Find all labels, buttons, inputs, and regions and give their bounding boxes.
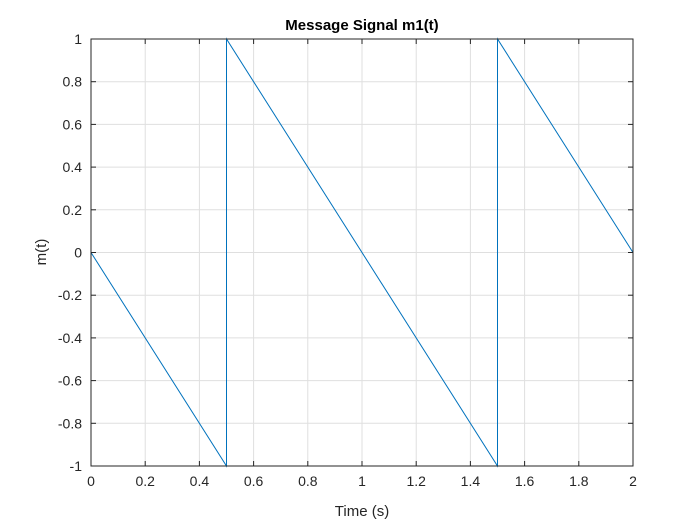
x-tick-label: 1.6	[515, 473, 535, 489]
y-tick-label: 0.6	[63, 116, 83, 132]
x-tick-label: 0.6	[244, 473, 264, 489]
y-tick-label: -0.4	[58, 330, 82, 346]
x-tick-label: 1.2	[406, 473, 426, 489]
x-tick-label: 0	[87, 473, 95, 489]
x-tick-label: 2	[629, 473, 637, 489]
x-tick-label: 0.4	[190, 473, 210, 489]
y-tick-label: -1	[70, 458, 83, 474]
y-tick-label: -0.6	[58, 373, 82, 389]
y-tick-label: 1	[74, 31, 82, 47]
series-layer	[90, 37, 634, 468]
x-axis-label: Time (s)	[335, 503, 389, 520]
x-tick-label: 1	[358, 473, 366, 489]
x-tick-labels: 0 0.2 0.4 0.6 0.8 1 1.2 1.4 1.6 1.8 2	[87, 473, 637, 489]
y-tick-label: -0.2	[58, 287, 82, 303]
y-tick-label: 0.4	[63, 159, 83, 175]
x-tick-label: 1.8	[569, 473, 589, 489]
chart-title: Message Signal m1(t)	[285, 17, 438, 34]
x-tick-label: 0.8	[298, 473, 318, 489]
y-tick-label: 0.2	[63, 202, 83, 218]
ticks	[90, 38, 634, 467]
x-tick-label: 0.2	[135, 473, 155, 489]
series-line	[90, 37, 634, 468]
y-tick-label: 0	[74, 245, 82, 261]
y-tick-labels: -1 -0.8 -0.6 -0.4 -0.2 0 0.2 0.4 0.6 0.8 1	[58, 31, 82, 474]
y-axis-label: m(t)	[33, 239, 50, 266]
y-tick-label: 0.8	[63, 74, 83, 90]
y-tick-label: -0.8	[58, 415, 82, 431]
x-tick-label: 1.4	[461, 473, 481, 489]
